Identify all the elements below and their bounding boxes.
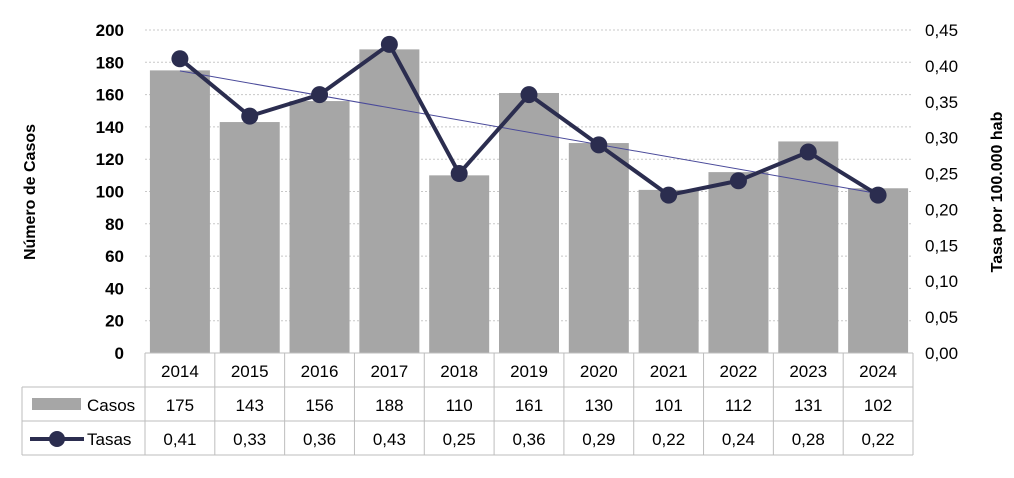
bar-casos-2021 [638, 189, 699, 353]
x-tick-label: 2016 [301, 362, 339, 381]
y-tick-label: 20 [105, 312, 124, 331]
bar-casos-2018 [429, 175, 490, 353]
y-tick-label: 200 [96, 21, 124, 40]
y-tick-label: 140 [96, 118, 124, 137]
y-axis-left: 0 20 40 60 80 100 120 140 160 180 200 [96, 21, 124, 363]
y2-tick-label: 0,15 [925, 236, 958, 255]
x-tick-label: 2022 [720, 362, 758, 381]
bar-casos-2020 [568, 143, 629, 353]
bar-casos-2023 [778, 141, 839, 353]
x-tick-label: 2019 [510, 362, 548, 381]
data-label-tasas: 0,22 [652, 430, 685, 449]
point-tasas-2017 [380, 35, 398, 53]
data-label-casos: 101 [654, 396, 682, 415]
bar-casos-2015 [219, 122, 280, 354]
data-label-casos: 175 [166, 396, 194, 415]
data-label-casos: 156 [305, 396, 333, 415]
y2-tick-label: 0,35 [925, 93, 958, 112]
data-table: 2014 2015 2016 2017 2018 2019 2020 2021 2022 2023… [21, 352, 914, 456]
y2-tick-label: 0,45 [925, 21, 958, 40]
y-tick-label: 60 [105, 247, 124, 266]
line-series [171, 35, 887, 204]
x-tick-label: 2015 [231, 362, 269, 381]
point-tasas-2021 [660, 186, 678, 204]
point-tasas-2015 [241, 107, 259, 125]
point-tasas-2022 [729, 172, 747, 190]
data-label-casos: 188 [375, 396, 403, 415]
data-label-casos: 143 [236, 396, 264, 415]
point-tasas-2020 [590, 136, 608, 154]
data-label-casos: 112 [725, 396, 752, 415]
y2-tick-label: 0,40 [925, 57, 958, 76]
y-tick-label: 0 [115, 344, 124, 363]
point-tasas-2024 [869, 186, 887, 204]
x-tick-label: 2023 [789, 362, 827, 381]
y-tick-label: 120 [96, 150, 124, 169]
y2-tick-label: 0,05 [925, 308, 958, 327]
legend-swatch-casos [32, 398, 81, 410]
data-label-casos: 102 [864, 396, 892, 415]
y-tick-label: 40 [105, 279, 124, 298]
point-tasas-2023 [799, 143, 817, 161]
data-label-tasas: 0,29 [582, 430, 615, 449]
point-tasas-2018 [450, 165, 468, 183]
bar-casos-2014 [149, 70, 210, 353]
data-label-tasas: 0,36 [303, 430, 336, 449]
point-tasas-2019 [520, 86, 538, 104]
data-label-tasas: 0,43 [373, 430, 406, 449]
y2-tick-label: 0,10 [925, 272, 958, 291]
data-label-casos: 131 [794, 396, 822, 415]
y2-tick-label: 0,30 [925, 129, 958, 148]
bar-casos-2016 [289, 101, 350, 353]
legend-marker-tasas [49, 431, 65, 447]
x-tick-label: 2018 [440, 362, 478, 381]
data-label-casos: 130 [585, 396, 613, 415]
y-axis-right: 0,00 0,05 0,10 0,15 0,20 0,25 0,30 0,35 0,40 0,45 [925, 21, 958, 363]
data-label-casos: 110 [446, 396, 473, 415]
y2-tick-label: 0,20 [925, 200, 958, 219]
bar-casos-2024 [848, 188, 909, 353]
data-label-tasas: 0,24 [722, 430, 755, 449]
y-tick-label: 100 [96, 183, 124, 202]
data-label-casos: 161 [515, 396, 543, 415]
legend-label-casos: Casos [87, 396, 135, 415]
x-tick-label: 2014 [161, 362, 199, 381]
point-tasas-2016 [311, 86, 329, 104]
x-tick-label: 2021 [650, 362, 688, 381]
bar-casos-2019 [499, 92, 559, 354]
point-tasas-2014 [171, 50, 189, 68]
legend-label-tasas: Tasas [87, 430, 131, 449]
data-label-tasas: 0,28 [792, 430, 825, 449]
x-tick-label: 2017 [370, 362, 408, 381]
x-tick-label: 2020 [580, 362, 618, 381]
data-label-tasas: 0,36 [512, 430, 545, 449]
data-label-tasas: 0,41 [163, 430, 196, 449]
y-tick-label: 160 [96, 86, 124, 105]
bar-series [149, 49, 909, 354]
y2-tick-label: 0,00 [925, 344, 958, 363]
y-axis-label: Número de Casos [22, 124, 39, 260]
data-label-tasas: 0,33 [233, 430, 266, 449]
data-label-tasas: 0,25 [443, 430, 476, 449]
bar-casos-2017 [359, 49, 420, 353]
x-tick-label: 2024 [859, 362, 897, 381]
y-tick-label: 80 [105, 215, 124, 234]
data-label-tasas: 0,22 [862, 430, 895, 449]
bar-casos-2022 [708, 172, 769, 353]
y2-tick-label: 0,25 [925, 165, 958, 184]
y-tick-label: 180 [96, 53, 124, 72]
y2-axis-label: Tasa por 100.000 hab [989, 111, 1006, 272]
